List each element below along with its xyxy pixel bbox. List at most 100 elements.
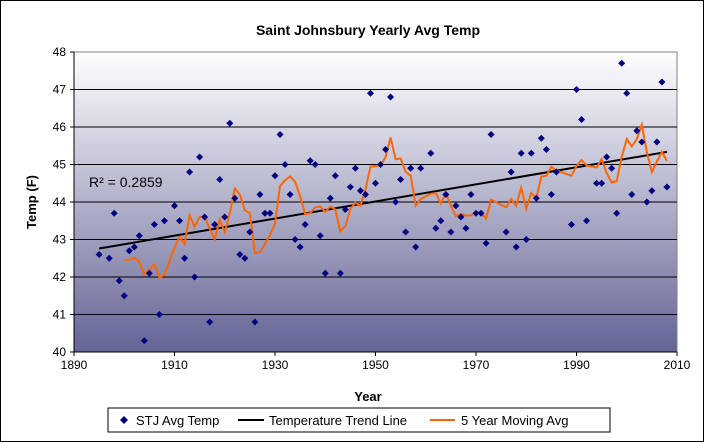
x-tick-label: 1950 <box>362 358 389 372</box>
data-point <box>583 217 591 225</box>
data-point <box>241 254 249 262</box>
y-tick-label: 42 <box>53 270 67 284</box>
data-point <box>402 228 410 236</box>
x-tick-label: 1970 <box>463 358 490 372</box>
data-point <box>286 191 294 198</box>
x-tick-label: 1890 <box>61 358 88 372</box>
data-point <box>336 269 344 277</box>
data-point <box>145 269 153 277</box>
data-point <box>397 176 405 183</box>
data-point <box>502 228 510 236</box>
data-point <box>618 59 626 67</box>
data-point <box>567 221 575 228</box>
data-point <box>196 153 204 161</box>
data-point <box>351 164 359 172</box>
data-point <box>578 116 586 123</box>
data-point <box>150 221 158 228</box>
data-point <box>160 217 168 225</box>
data-point <box>301 221 309 228</box>
data-point <box>135 232 143 240</box>
x-tick-label: 1930 <box>262 358 289 372</box>
data-point <box>130 243 138 251</box>
y-axis-label: Temp (F) <box>24 175 39 229</box>
data-point <box>653 138 661 146</box>
data-point <box>311 161 319 168</box>
legend-label-moving-avg: 5 Year Moving Avg <box>461 413 568 428</box>
data-point <box>512 243 520 251</box>
data-point <box>366 89 374 97</box>
data-point <box>472 209 480 217</box>
data-point <box>432 224 440 232</box>
y-tick-label: 40 <box>53 345 67 359</box>
data-point <box>573 86 580 93</box>
data-point <box>171 202 178 210</box>
data-point <box>407 164 415 172</box>
data-point <box>306 157 314 165</box>
moving-average-line <box>124 120 668 280</box>
data-point <box>206 318 214 326</box>
legend: STJ Avg Temp Temperature Trend Line 5 Ye… <box>107 407 611 433</box>
data-point <box>276 131 284 138</box>
data-point <box>427 149 435 157</box>
data-point <box>115 277 123 285</box>
data-point <box>110 209 118 217</box>
data-point <box>331 172 339 180</box>
x-tick-label: 1910 <box>161 358 188 372</box>
data-point <box>643 198 651 206</box>
y-tick-label: 45 <box>53 158 67 172</box>
data-point <box>231 194 239 202</box>
x-tick-label: 1990 <box>563 358 590 372</box>
y-tick-label: 44 <box>53 195 67 209</box>
r-squared-annotation: R² = 0.2859 <box>89 174 163 190</box>
data-point <box>281 161 289 168</box>
data-point <box>593 179 601 187</box>
data-point <box>462 224 470 232</box>
data-point <box>517 149 525 157</box>
data-point <box>271 172 279 180</box>
data-point <box>507 168 515 176</box>
data-point <box>372 179 379 187</box>
data-point <box>663 183 671 191</box>
y-tick-label: 41 <box>53 308 67 322</box>
data-point <box>140 337 148 345</box>
data-point <box>437 217 445 225</box>
data-point <box>522 236 530 243</box>
data-point <box>361 191 369 198</box>
data-point <box>613 209 621 217</box>
y-tick-label: 43 <box>53 233 67 247</box>
data-point <box>321 269 329 277</box>
trend-line <box>98 150 668 250</box>
data-point <box>256 191 264 198</box>
legend-label-trend: Temperature Trend Line <box>269 413 407 428</box>
data-point <box>387 93 395 101</box>
data-point <box>377 161 385 168</box>
data-point <box>623 89 631 97</box>
data-point <box>181 254 189 262</box>
data-point <box>341 206 349 213</box>
data-point <box>628 191 636 198</box>
y-tick-label: 48 <box>53 45 67 59</box>
data-point <box>477 209 485 217</box>
chart-title: Saint Johnsbury Yearly Avg Temp <box>256 22 480 38</box>
data-point <box>125 247 133 255</box>
data-point <box>442 191 450 198</box>
data-point <box>236 251 244 258</box>
data-point <box>457 213 465 221</box>
data-point <box>221 213 229 221</box>
data-point <box>216 176 224 183</box>
data-point <box>633 127 641 135</box>
data-point <box>382 146 390 153</box>
data-point <box>201 213 209 221</box>
data-point <box>527 149 535 157</box>
data-point <box>487 131 495 138</box>
data-point <box>226 119 234 127</box>
data-point <box>291 236 299 243</box>
data-point <box>542 146 550 153</box>
data-point <box>176 217 184 225</box>
data-point <box>95 251 103 258</box>
y-tick-label: 47 <box>53 83 67 97</box>
data-point <box>648 187 656 195</box>
data-point <box>608 164 616 172</box>
legend-marker-points <box>120 416 128 424</box>
